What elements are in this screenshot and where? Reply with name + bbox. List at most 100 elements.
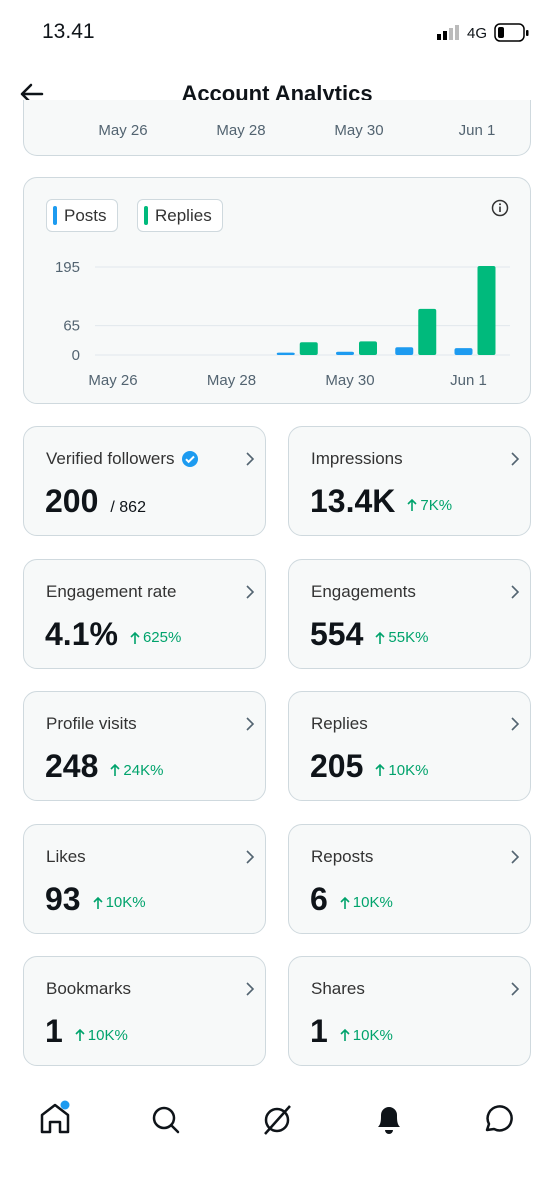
metric-card[interactable]: Bookmarks 1 10K% (23, 956, 266, 1066)
metric-change-value: 24K% (123, 761, 164, 779)
metric-label-row: Reposts (311, 847, 373, 867)
legend-swatch (53, 206, 57, 225)
metric-change-value: 10K% (352, 894, 393, 911)
metric-card[interactable]: Profile visits 248 24K% (23, 691, 266, 801)
x-label: May 28 (216, 122, 266, 139)
legend-item[interactable]: Replies (137, 199, 223, 232)
metric-label-row: Engagement rate (46, 582, 176, 602)
legend-label: Posts (64, 205, 107, 225)
metric-card[interactable]: Engagement rate 4.1% 625% (23, 558, 266, 669)
metric-value-row: 1 10K% (45, 1013, 128, 1050)
metric-label: Engagement rate (46, 581, 177, 601)
metric-value: 93 (45, 880, 81, 917)
metric-card[interactable]: Engagements 554 55K% (288, 558, 531, 669)
bar (418, 308, 437, 355)
bar (395, 347, 414, 355)
chevron-icon (511, 584, 520, 599)
metric-value: 205 (310, 748, 364, 784)
legend-swatch (144, 206, 148, 225)
up-arrow-icon (340, 1028, 350, 1041)
chevron-shape (511, 849, 520, 864)
metric-change: 24K% (110, 762, 163, 779)
metric-change: 10K% (75, 1027, 128, 1044)
arrow-shape (93, 896, 103, 909)
grok-tab[interactable] (264, 1105, 291, 1135)
bar (359, 341, 377, 355)
legend-item[interactable]: Posts (46, 199, 118, 232)
y-tick-label: 195 (55, 259, 80, 276)
arrow-shape (375, 763, 385, 776)
metric-card[interactable]: Impressions 13.4K 7K% (288, 426, 531, 536)
metric-card[interactable]: Shares 1 10K% (288, 956, 531, 1066)
bar (336, 351, 354, 355)
arrow-shape (75, 1028, 85, 1041)
chevron-shape (511, 452, 520, 466)
metric-change: 55K% (375, 629, 428, 646)
metric-label: Impressions (311, 449, 403, 468)
chevron-shape (246, 717, 255, 731)
metric-label-row: Profile visits (46, 714, 137, 734)
chevron-icon (246, 452, 255, 466)
bar (454, 348, 473, 355)
metric-label-row: Verified followers (46, 449, 199, 469)
metric-card[interactable]: Reposts 6 10K% (288, 823, 531, 934)
badge-shape (181, 451, 198, 467)
metric-card[interactable]: Verified followers 200 / 862 (23, 426, 266, 536)
chevron-shape (246, 452, 255, 466)
notifications-tab[interactable] (378, 1107, 400, 1134)
arrow-shape (407, 498, 417, 511)
metric-value: 6 (310, 880, 328, 917)
info-icon[interactable] (491, 199, 509, 217)
metric-change-value: 625% (142, 629, 182, 646)
chevron-shape (246, 849, 255, 864)
metric-value: 200 (45, 483, 99, 519)
x-tick-label: May 28 (207, 372, 256, 389)
metric-label: Shares (311, 979, 365, 998)
metric-value-row: 4.1% 625% (45, 616, 181, 653)
metric-value: 1 (45, 1013, 63, 1049)
metric-card[interactable]: Likes 93 10K% (23, 823, 266, 934)
search-tab[interactable] (152, 1106, 180, 1134)
arrow-shape (340, 1028, 350, 1041)
metric-change: 10K% (375, 762, 428, 779)
x-tick-label: May 26 (88, 372, 137, 389)
metric-change: 625% (130, 629, 181, 646)
metric-label: Reposts (311, 846, 374, 866)
metric-value-row: 6 10K% (310, 881, 393, 918)
up-arrow-icon (93, 896, 103, 909)
bar (299, 342, 318, 355)
metric-change-value: 10K% (105, 894, 146, 911)
metric-value: 248 (45, 748, 99, 784)
metric-value: 554 (310, 615, 364, 652)
metric-label-row: Replies (311, 714, 368, 734)
chevron-shape (511, 982, 520, 996)
metric-change-value: 10K% (388, 761, 429, 779)
x-label: May 26 (98, 122, 148, 139)
metric-label-row: Likes (46, 847, 86, 867)
metric-change: 7K% (407, 497, 452, 514)
metric-change: 10K% (340, 1027, 393, 1044)
metric-value: 1 (310, 1013, 328, 1049)
up-arrow-icon (340, 896, 350, 909)
arrow-shape (130, 631, 140, 644)
up-arrow-icon (407, 498, 417, 511)
metric-label: Bookmarks (46, 979, 132, 998)
bar (276, 352, 295, 355)
chevron-icon (511, 717, 520, 731)
x-tick-label: Jun 1 (450, 372, 487, 389)
up-arrow-icon (75, 1028, 85, 1041)
status-time: 13.41 (42, 20, 95, 43)
network-label: 4G (467, 25, 488, 42)
battery-icon (494, 23, 529, 42)
verified-badge (181, 451, 198, 467)
metric-change-value: 7K% (420, 496, 453, 514)
metric-card[interactable]: Replies 205 10K% (288, 691, 531, 801)
chevron-icon (511, 849, 520, 864)
home-tab[interactable] (40, 1100, 70, 1134)
metric-value-row: 200 / 862 (45, 483, 146, 520)
bottom-nav (40, 1100, 513, 1135)
metric-total: / 862 (110, 499, 146, 516)
metric-value-row: 13.4K 7K% (310, 483, 452, 520)
messages-tab[interactable] (485, 1105, 513, 1132)
